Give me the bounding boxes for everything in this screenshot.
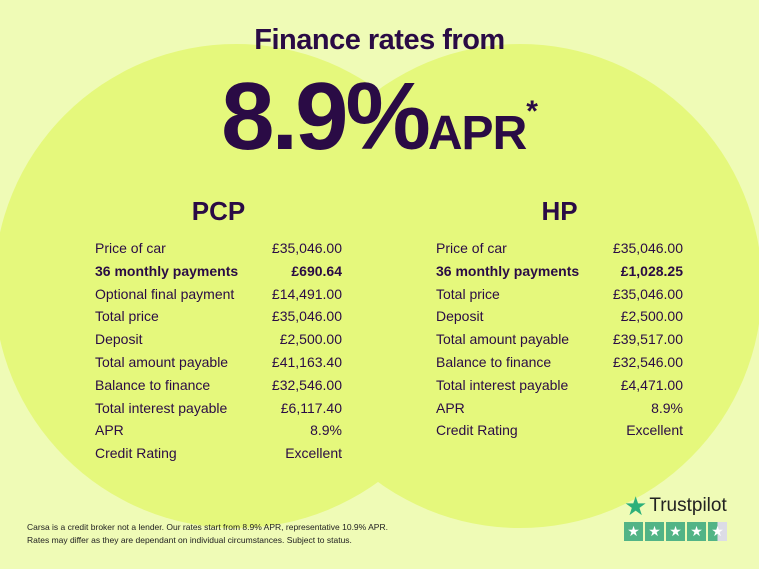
disclaimer-line-1: Carsa is a credit broker not a lender. O… xyxy=(27,522,388,532)
pcp-row: Deposit £2,500.00 xyxy=(95,328,342,351)
rating-star-icon: ★ xyxy=(645,522,664,541)
hp-row: Deposit £2,500.00 xyxy=(436,305,683,328)
pcp-row-label: APR xyxy=(95,422,124,439)
pcp-row-value: £14,491.00 xyxy=(271,285,342,302)
hp-row-label: Price of car xyxy=(436,240,507,256)
hp-row-value: £1,028.25 xyxy=(620,262,683,279)
hp-row: Price of car £35,046.00 xyxy=(436,237,683,260)
hp-row-label: Total amount payable xyxy=(436,331,570,348)
rate-display: 8.9%APR* xyxy=(0,62,759,172)
pcp-row: Price of car £35,046.00 xyxy=(95,237,342,260)
trustpilot-label: Trustpilot xyxy=(649,495,727,516)
pcp-table: PCP Price of car £35,046.00 36 monthly pay… xyxy=(95,196,342,465)
hp-row-label: APR xyxy=(436,399,465,416)
pcp-row-value: £2,500.00 xyxy=(279,331,342,348)
pcp-row-label: Balance to finance xyxy=(95,376,211,393)
trustpilot-logo: ★ Trustpilot xyxy=(624,491,727,521)
pcp-title: PCP xyxy=(191,196,246,226)
pcp-row-label: Optional final payment xyxy=(95,285,235,302)
hp-row-value: £35,046.00 xyxy=(612,285,683,302)
pcp-row-value: £41,163.40 xyxy=(271,353,342,370)
hp-row-value: £35,046.00 xyxy=(612,240,683,256)
rating-star-icon: ★ xyxy=(624,522,643,541)
pcp-row: 36 monthly payments £690.64 xyxy=(95,260,342,283)
hp-row-value: 8.9% xyxy=(651,399,683,416)
pcp-row: Total interest payable £6,117.40 xyxy=(95,397,342,420)
hp-row-value: £39,517.00 xyxy=(612,331,683,348)
pcp-row: APR 8.9% xyxy=(95,419,342,442)
pcp-row: Credit Rating Excellent xyxy=(95,442,342,465)
headline: Finance rates from xyxy=(254,24,505,56)
pcp-row: Total price £35,046.00 xyxy=(95,305,342,328)
pcp-row-label: Total amount payable xyxy=(95,353,229,370)
pcp-row-label: Total interest payable xyxy=(95,399,228,416)
pcp-row: Balance to finance £32,546.00 xyxy=(95,374,342,397)
hp-row-label: Total interest payable xyxy=(436,376,569,393)
hp-title: HP xyxy=(541,196,578,226)
pcp-row-value: Excellent xyxy=(285,445,342,462)
pcp-row-value: £690.64 xyxy=(291,262,342,279)
hp-row: APR 8.9% xyxy=(436,397,683,420)
star-icon: ★ xyxy=(624,491,648,521)
rating-star-icon: ★ xyxy=(687,522,706,541)
hp-row-value: £4,471.00 xyxy=(620,376,683,393)
pcp-row-label: Credit Rating xyxy=(95,445,177,462)
hp-row-label: Total price xyxy=(436,285,500,302)
hp-row-label: Credit Rating xyxy=(436,422,518,439)
pcp-row-value: £32,546.00 xyxy=(271,376,342,393)
rate-value: 8.9% xyxy=(221,63,431,170)
hp-row-value: Excellent xyxy=(626,422,683,439)
rating-star-icon: ★ xyxy=(708,522,727,541)
hp-table: HP Price of car £35,046.00 36 monthly paym… xyxy=(436,196,683,442)
disclaimer: Carsa is a credit broker not a lender. O… xyxy=(27,521,388,546)
hp-row: Balance to finance £32,546.00 xyxy=(436,351,683,374)
disclaimer-line-2: Rates may differ as they are dependant o… xyxy=(27,534,352,545)
hp-row: Total interest payable £4,471.00 xyxy=(436,374,683,397)
pcp-row-value: 8.9% xyxy=(310,422,342,439)
hp-row: Total price £35,046.00 xyxy=(436,283,683,306)
rating-star-icon: ★ xyxy=(666,522,685,541)
hp-row-label: 36 monthly payments xyxy=(436,262,580,279)
pcp-row: Total amount payable £41,163.40 xyxy=(95,351,342,374)
hp-row: Total amount payable £39,517.00 xyxy=(436,328,683,351)
pcp-row: Optional final payment £14,491.00 xyxy=(95,283,342,306)
hp-row-value: £32,546.00 xyxy=(612,353,683,370)
background-circle-right xyxy=(278,44,759,528)
hp-row-label: Deposit xyxy=(436,308,484,325)
hp-row: 36 monthly payments £1,028.25 xyxy=(436,260,683,283)
pcp-row-value: £35,046.00 xyxy=(271,308,342,325)
pcp-row-value: £6,117.40 xyxy=(280,399,342,416)
trustpilot-rating: ★ ★ ★ ★ ★ xyxy=(624,522,727,541)
hp-row: Credit Rating Excellent xyxy=(436,419,683,442)
rate-unit: APR xyxy=(427,107,527,160)
pcp-row-value: £35,046.00 xyxy=(271,240,342,256)
pcp-row-label: Price of car xyxy=(95,240,166,256)
pcp-row-label: Total price xyxy=(95,308,159,325)
pcp-row-label: Deposit xyxy=(95,331,143,348)
hp-row-label: Balance to finance xyxy=(436,353,552,370)
hp-row-value: £2,500.00 xyxy=(620,308,683,325)
pcp-row-label: 36 monthly payments xyxy=(95,262,239,279)
trustpilot-badge[interactable]: ★ Trustpilot ★ ★ ★ ★ ★ xyxy=(624,491,727,541)
rate-asterisk: * xyxy=(526,95,538,128)
